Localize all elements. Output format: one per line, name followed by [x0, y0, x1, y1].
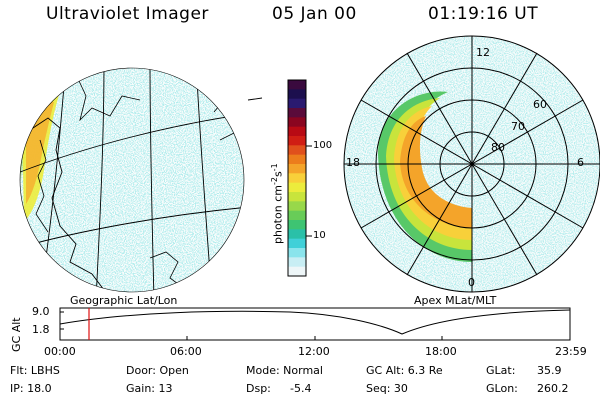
colorbar-swatch	[288, 220, 306, 230]
polar-image	[343, 35, 600, 293]
timeline-xtick-0600: 06:00	[170, 345, 202, 358]
colorbar	[288, 80, 306, 277]
colorbar-swatch	[288, 145, 306, 156]
timeline-xtick-1200: 12:00	[298, 345, 330, 358]
colorbar-swatch	[288, 201, 306, 212]
mlat-label-60: 60	[533, 98, 547, 111]
timeline-ylabel: GC Alt	[10, 317, 23, 352]
status-mode: Mode: Normal	[246, 364, 323, 377]
geographic-panel-label: Geographic Lat/Lon	[70, 294, 178, 307]
status-glon-value: 260.2	[537, 382, 569, 395]
date-label: 05 Jan 00	[272, 4, 357, 24]
colorbar-swatch	[288, 89, 306, 100]
status-gc-alt: GC Alt: 6.3 Re	[366, 364, 443, 377]
status-door: Door: Open	[126, 364, 189, 377]
colorbar-swatch	[288, 210, 306, 221]
colorbar-swatch	[288, 80, 306, 90]
mlt-label-18: 18	[346, 156, 360, 169]
timeline-ytick-top: 9.0	[32, 305, 50, 318]
colorbar-swatch	[288, 164, 306, 174]
colorbar-swatch	[288, 266, 306, 277]
status-seq: Seq: 30	[366, 382, 408, 395]
colorbar-swatch	[288, 173, 306, 184]
colorbar-swatch	[288, 238, 306, 249]
colorbar-swatch	[288, 98, 306, 109]
status-dsp-label: Dsp:	[246, 382, 271, 395]
colorbar-swatch	[288, 192, 306, 202]
colorbar-swatch	[288, 136, 306, 146]
mlt-label-0: 0	[468, 276, 475, 289]
colorbar-frame	[287, 79, 307, 277]
colorbar-unit-label: photon cm-2s-1	[270, 163, 285, 244]
status-glon-label: GLon:	[486, 382, 518, 395]
status-glat-label: GLat:	[486, 364, 516, 377]
colorbar-tick-label-100: 100	[313, 140, 333, 151]
timeline-xtick-0000: 00:00	[44, 345, 76, 358]
timeline-ytick-bottom: 1.8	[32, 323, 50, 336]
mlt-label-12: 12	[476, 46, 490, 59]
timeline-xtick-1800: 18:00	[425, 345, 457, 358]
status-glat-value: 35.9	[537, 364, 562, 377]
colorbar-swatch	[288, 108, 306, 118]
colorbar-swatch	[288, 154, 306, 165]
mlat-label-70: 70	[511, 120, 525, 133]
timeline-xtick-2359: 23:59	[555, 345, 587, 358]
colorbar-swatch	[288, 117, 306, 128]
time-label: 01:19:16 UT	[428, 4, 539, 24]
status-gain: Gain: 13	[126, 382, 173, 395]
mlt-label-6: 6	[577, 156, 584, 169]
colorbar-tick-label-10: 10	[313, 230, 326, 241]
altitude-timeline	[59, 307, 571, 341]
colorbar-swatch	[288, 126, 306, 137]
instrument-title: Ultraviolet Imager	[46, 4, 209, 24]
colorbar-swatch	[288, 229, 306, 240]
mlat-label-80: 80	[491, 141, 505, 154]
status-ip: IP: 18.0	[10, 382, 52, 395]
geographic-image	[19, 67, 263, 293]
status-dsp-value: -5.4	[290, 382, 312, 395]
status-filter: Flt: LBHS	[10, 364, 60, 377]
colorbar-swatch	[288, 182, 306, 193]
polar-panel-label: Apex MLat/MLT	[414, 294, 497, 307]
colorbar-swatch	[288, 248, 306, 258]
colorbar-swatch	[288, 257, 306, 268]
